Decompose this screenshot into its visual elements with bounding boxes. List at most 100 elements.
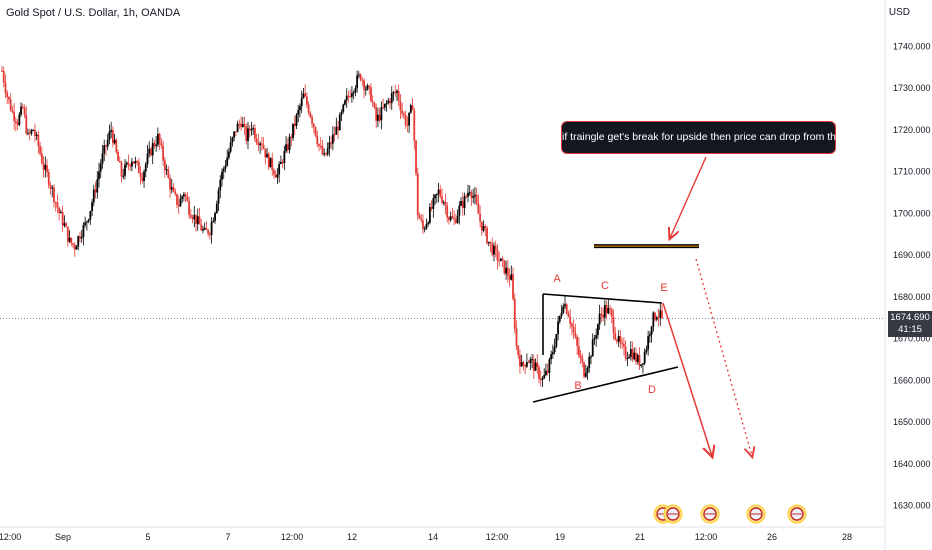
candle-body [243, 123, 246, 127]
candle-body [234, 131, 237, 133]
candle-body [59, 211, 62, 214]
candle-body [590, 356, 592, 358]
x-tick-label: 5 [145, 532, 150, 542]
x-tick-label: 26 [767, 532, 777, 542]
candle-body [375, 107, 378, 121]
current-price-value: 1674.690 [890, 312, 930, 323]
candle-body [73, 244, 76, 250]
candle-body [252, 128, 255, 130]
candle-body [148, 148, 151, 154]
candle-body [659, 310, 662, 318]
annotation-note[interactable]: if traingle get's break for upside then … [561, 121, 868, 154]
candle-body [328, 142, 331, 149]
candle-body [413, 110, 416, 141]
candle-body [79, 236, 81, 239]
candle-body [115, 139, 118, 153]
candle-body [522, 362, 525, 365]
candle-body [54, 202, 57, 204]
candle-body [354, 88, 357, 93]
candle-body [335, 126, 338, 135]
candle-body [167, 169, 170, 178]
candle-body [524, 364, 527, 367]
candle-body [529, 359, 532, 363]
candle-body [506, 267, 509, 276]
candle-body [212, 220, 215, 223]
candle-body [453, 217, 456, 220]
candle-body [1, 70, 3, 72]
candle-body [264, 148, 267, 158]
candle-body [174, 191, 177, 194]
x-tick-label: 19 [555, 532, 565, 542]
candle-body [534, 362, 537, 371]
candle-body [628, 356, 630, 359]
candle-body [49, 185, 52, 189]
candle-body [325, 153, 327, 155]
candle-body [105, 145, 107, 147]
candle-body [222, 168, 225, 172]
candle-body [181, 196, 184, 199]
x-tick-label: 12 [347, 532, 357, 542]
candle-body [39, 146, 42, 154]
candle-countdown: 41:15 [898, 324, 922, 335]
candle-body [558, 316, 561, 322]
candle-body [661, 310, 663, 319]
candle-body [80, 236, 83, 239]
candle-body [581, 357, 584, 363]
candle-body [616, 339, 618, 342]
candle-body [231, 137, 234, 143]
candle-body [432, 198, 435, 209]
candle-body [111, 129, 114, 144]
candle-body [297, 109, 300, 115]
y-tick-label: 1700.000 [893, 208, 931, 218]
y-tick-label: 1660.000 [893, 375, 931, 385]
candle-body [47, 172, 50, 186]
candle-body [396, 90, 398, 94]
candle-body [11, 110, 14, 112]
candle-body [141, 177, 144, 182]
candle-body [63, 223, 66, 226]
candle-body [512, 274, 514, 299]
candle-body [214, 213, 216, 221]
candle-body [539, 378, 542, 380]
candle-body [293, 123, 296, 127]
y-tick-label: 1640.000 [893, 459, 931, 469]
candle-body [82, 225, 85, 237]
candle-body [182, 194, 185, 197]
candle-body [541, 378, 544, 380]
candle-body [241, 123, 244, 127]
candle-body [127, 162, 130, 166]
candle-body [247, 128, 249, 141]
x-tick-label: Sep [55, 532, 71, 542]
candle-body [439, 189, 442, 197]
candle-body [195, 214, 197, 224]
candle-body [281, 161, 284, 164]
y-tick-label: 1690.000 [893, 250, 931, 260]
candle-body [435, 193, 438, 196]
candle-body [323, 153, 326, 155]
candle-body [647, 336, 650, 350]
candle-body [110, 129, 113, 132]
candle-body [545, 370, 547, 375]
candle-body [196, 216, 199, 224]
candle-body [349, 96, 352, 98]
candle-body [564, 304, 566, 307]
candle-body [603, 305, 606, 318]
candle-body [586, 367, 589, 373]
candle-body [304, 93, 307, 97]
candle-body [600, 313, 603, 315]
candle-body [61, 211, 64, 226]
candle-body [219, 179, 222, 191]
candle-body [477, 203, 480, 215]
candle-body [508, 275, 511, 280]
candle-body [531, 359, 533, 361]
candle-body [352, 92, 355, 94]
candle-body [449, 216, 452, 221]
candle-body [491, 243, 494, 255]
candle-body [401, 110, 404, 114]
candle-body [406, 125, 409, 127]
candle-body [527, 362, 530, 364]
candle-body [520, 362, 523, 367]
candle-body [496, 249, 499, 261]
candle-body [505, 267, 507, 274]
